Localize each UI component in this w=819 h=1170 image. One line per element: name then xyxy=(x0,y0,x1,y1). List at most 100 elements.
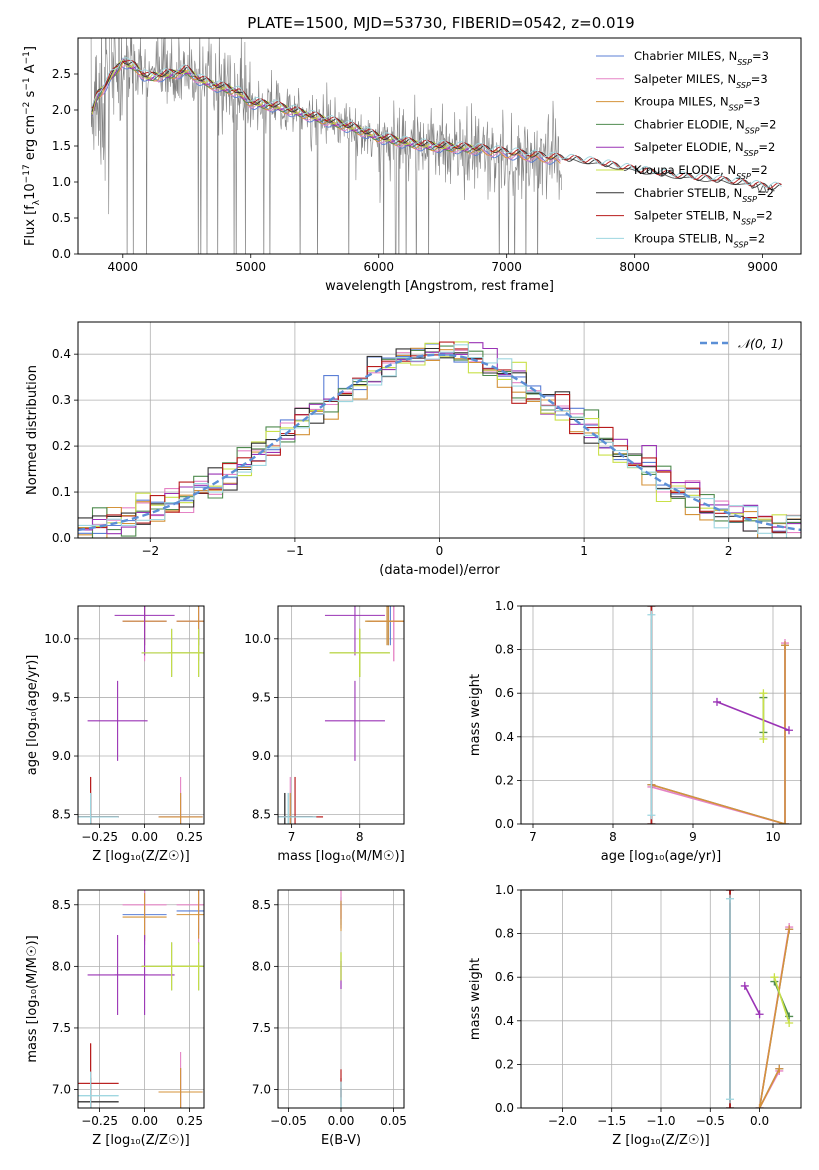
weight-marker xyxy=(647,606,656,610)
x-tick-label: 2 xyxy=(725,544,733,558)
legend-label: Chabrier STELIB, NSSP=2 xyxy=(634,186,774,204)
y-label-part: −1 xyxy=(22,51,32,64)
legend-value: =2 xyxy=(756,209,773,223)
x-axis-label: mass [log₁₀(M/M☉)] xyxy=(277,849,404,864)
y-axis-label: mass weight xyxy=(468,674,483,756)
weight-marker xyxy=(755,1104,764,1108)
plot-area xyxy=(78,890,204,1108)
x-tick-label: −0.25 xyxy=(81,1114,118,1128)
y-axis-label: Normed distribution xyxy=(25,365,40,495)
x-tick-label: −0.25 xyxy=(81,830,118,844)
y-tick-label: 9.0 xyxy=(52,749,71,763)
y-tick-label: 0.6 xyxy=(495,686,514,700)
x-tick-label: 5000 xyxy=(235,260,266,274)
y-tick-label: 0.2 xyxy=(52,439,71,453)
y-tick-label: 0.3 xyxy=(52,393,71,407)
y-label-part: Flux [f xyxy=(23,205,38,246)
x-axis-label: E(B-V) xyxy=(321,1133,361,1148)
x-axis-label: (data-model)/error xyxy=(379,563,500,578)
axes-frame xyxy=(277,605,405,825)
legend-subscript: SSP xyxy=(742,194,757,203)
panel-spectrum: 4000 5000 6000 7000 8000 9000 0.0 0.5 1.0 1.5 2.0 2… xyxy=(22,37,802,294)
x-axis-label: Z [log₁₀(Z/Z☉)] xyxy=(612,1133,709,1148)
x-tick-label: 9000 xyxy=(747,260,778,274)
plot-area xyxy=(78,606,204,824)
y-tick-label: 9.0 xyxy=(252,749,271,763)
y-tick-label: 7.5 xyxy=(252,1021,271,1035)
x-tick-label: 1 xyxy=(580,544,588,558)
weight-marker xyxy=(647,811,656,820)
y-label-part: ] xyxy=(23,46,38,51)
x-tick-label: 9 xyxy=(689,830,697,844)
y-tick-label: 10.0 xyxy=(44,632,71,646)
legend-label: Salpeter STELIB, NSSP=2 xyxy=(634,209,773,227)
weight-marker xyxy=(781,820,789,824)
x-tick-label: 0.00 xyxy=(131,1114,158,1128)
axes-frame xyxy=(77,37,802,255)
y-tick-label: 1.5 xyxy=(52,139,71,153)
weight-marker xyxy=(726,1104,735,1108)
x-tick-label: 0.00 xyxy=(131,830,158,844)
legend-subscript: SSP xyxy=(745,126,760,135)
y-tick-label: 8.5 xyxy=(252,808,271,822)
figure-title: PLATE=1500, MJD=53730, FIBERID=0542, z=0… xyxy=(247,14,634,32)
y-tick-label: 0.4 xyxy=(495,1014,514,1028)
panel-residuals: −2 −1 0 1 2 0.0 0.1 0.2 0.3 0.4 (data-model)/error… xyxy=(25,321,802,578)
legend-value: =3 xyxy=(751,72,768,86)
y-tick-label: 0.2 xyxy=(495,773,514,787)
panel-mass-z: −0.25 0.00 0.25 7.0 7.5 8.0 8.5 Z [log₁₀(Z/Z☉)]… xyxy=(25,889,205,1148)
x-tick-label: −1.0 xyxy=(646,1114,675,1128)
model-spectrum-line xyxy=(91,58,481,153)
legend-label: Chabrier MILES, NSSP=3 xyxy=(634,49,769,67)
weight-marker xyxy=(785,925,794,934)
x-tick-label: 4000 xyxy=(108,260,139,274)
plot-area xyxy=(90,38,782,254)
y-tick-label: 0.4 xyxy=(52,347,71,361)
legend-value: =2 xyxy=(748,231,765,245)
legend-label: Salpeter ELODIE, NSSP=2 xyxy=(634,140,775,158)
x-tick-label: −1.5 xyxy=(597,1114,626,1128)
y-tick-label: 0.0 xyxy=(495,817,514,831)
x-tick-label: −2 xyxy=(141,544,159,558)
weight-marker xyxy=(759,734,768,743)
y-axis-label: mass [log₁₀(M/M☉)] xyxy=(25,935,40,1062)
legend-value: =2 xyxy=(751,163,768,177)
y-label-part: −1 xyxy=(22,77,32,90)
y-tick-label: 1.0 xyxy=(495,599,514,613)
x-tick-label: 0.05 xyxy=(380,1114,407,1128)
y-axis-label: age [log₁₀(age/yr)] xyxy=(25,655,40,776)
y-tick-label: 8.5 xyxy=(52,808,71,822)
x-tick-label: −0.05 xyxy=(270,1114,307,1128)
x-tick-label: 7 xyxy=(288,830,296,844)
y-tick-label: 8.5 xyxy=(252,898,271,912)
plot-area xyxy=(278,606,404,824)
model-spectrum-line xyxy=(91,61,561,164)
axes-frame xyxy=(77,321,802,539)
y-tick-label: 0.6 xyxy=(495,970,514,984)
weight-marker xyxy=(755,1010,764,1019)
y-tick-label: 1.0 xyxy=(52,175,71,189)
legend-subscript: SSP xyxy=(736,80,751,89)
y-tick-label: 0.8 xyxy=(495,643,514,657)
y-tick-label: 2.5 xyxy=(52,67,71,81)
legend-value: =2 xyxy=(760,117,777,131)
y-tick-label: 7.0 xyxy=(252,1083,271,1097)
x-tick-label: −0.5 xyxy=(696,1114,725,1128)
weight-marker xyxy=(759,689,768,698)
legend-subscript: SSP xyxy=(741,217,756,226)
x-tick-label: 8000 xyxy=(619,260,650,274)
y-tick-label: 7.0 xyxy=(52,1083,71,1097)
weight-line xyxy=(773,976,790,1024)
y-tick-label: 0.0 xyxy=(52,247,71,261)
y-label-part: −2 xyxy=(22,102,32,115)
y-tick-label: 2.0 xyxy=(52,103,71,117)
x-axis-label: Z [log₁₀(Z/Z☉)] xyxy=(92,849,189,864)
y-tick-label: 10.0 xyxy=(244,632,271,646)
x-tick-label: 0.25 xyxy=(176,1114,203,1128)
legend-subscript: SSP xyxy=(729,103,744,112)
x-tick-label: 10 xyxy=(765,830,780,844)
y-label-part: A xyxy=(23,64,38,77)
weight-marker xyxy=(726,894,735,903)
legend-subscript: SSP xyxy=(736,172,751,181)
